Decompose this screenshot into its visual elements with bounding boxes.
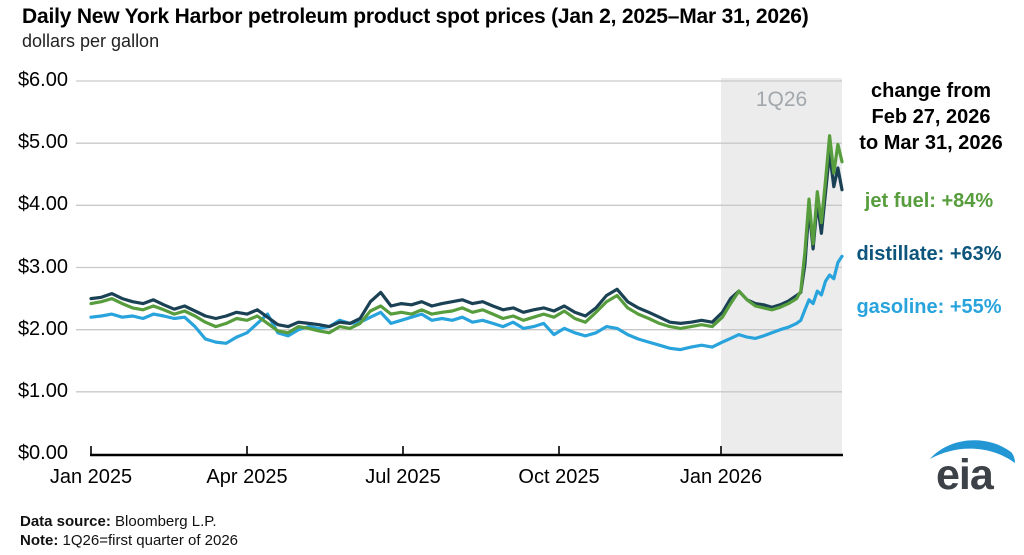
eia-logo-text: eia (936, 451, 995, 498)
x-axis-label: Oct 2025 (518, 466, 600, 488)
series-line-gasoline (89, 254, 844, 352)
y-axis-label: $0.00 (17, 442, 68, 464)
change-annotation: change from Feb 27, 2026 to Mar 31, 2026 (838, 78, 1024, 156)
note-label: Note: (20, 532, 59, 549)
footnotes: Data source: Bloomberg L.P. Note: 1Q26=f… (20, 512, 238, 550)
y-axis-label: $3.00 (17, 255, 68, 278)
q1-2026-shaded-region (721, 78, 842, 454)
chart-note: Note: 1Q26=first quarter of 2026 (20, 531, 238, 550)
region-label: 1Q26 (755, 88, 808, 111)
y-axis-label: $4.00 (17, 193, 68, 216)
change-annotation-line: change from (870, 80, 992, 102)
x-axis-label: Jan 2026 (679, 466, 763, 488)
y-axis-label: $1.00 (17, 379, 68, 402)
legend-gasoline: gasoline: +55% (856, 296, 1002, 318)
y-axis-label: $2.00 (17, 317, 68, 340)
change-annotation-line: Feb 27, 2026 (871, 106, 991, 128)
legend-distillate: distillate: +63% (856, 243, 1002, 265)
change-annotation-line: to Mar 31, 2026 (859, 132, 1003, 154)
legend-jet-fuel: jet fuel: +84% (864, 190, 994, 212)
x-axis-label: Apr 2025 (206, 466, 288, 488)
eia-logo: eia (930, 440, 1015, 498)
note-value: 1Q26=first quarter of 2026 (62, 532, 239, 549)
data-source-value: Bloomberg L.P. (115, 513, 217, 530)
y-axis-label: $5.00 (17, 131, 68, 154)
y-axis-label: $6.00 (17, 69, 68, 91)
series-line-distillate (89, 150, 844, 329)
x-axis-label: Jan 2025 (49, 466, 133, 488)
series-line-jet-fuel (89, 134, 844, 335)
eia-logo-swoosh-icon (930, 440, 1015, 463)
page-subtitle: dollars per gallon (22, 31, 160, 51)
page-title: Daily New York Harbor petroleum product … (22, 5, 809, 28)
data-source-note: Data source: Bloomberg L.P. (20, 512, 238, 531)
data-source-label: Data source: (20, 513, 111, 530)
x-axis-label: Jul 2025 (365, 466, 441, 488)
